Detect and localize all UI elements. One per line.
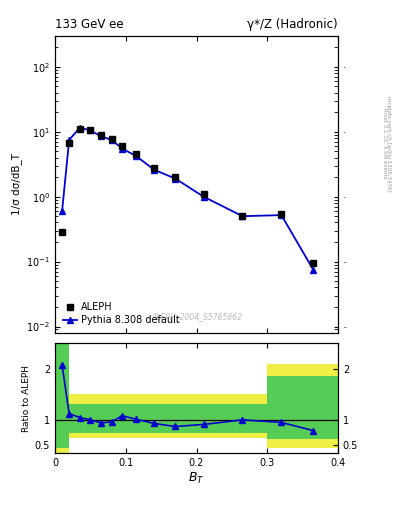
- Text: 133 GeV ee: 133 GeV ee: [55, 18, 124, 31]
- ALEPH: [60, 228, 64, 234]
- Line: ALEPH: ALEPH: [59, 126, 316, 266]
- X-axis label: $B_T$: $B_T$: [188, 471, 205, 486]
- Pythia 8.308 default: [120, 145, 125, 152]
- Pythia 8.308 default: [173, 176, 178, 182]
- ALEPH: [99, 132, 103, 138]
- Pythia 8.308 default: [201, 194, 206, 200]
- Legend: ALEPH, Pythia 8.308 default: ALEPH, Pythia 8.308 default: [60, 299, 183, 328]
- ALEPH: [120, 143, 125, 149]
- ALEPH: [77, 126, 82, 132]
- ALEPH: [134, 151, 139, 157]
- Line: Pythia 8.308 default: Pythia 8.308 default: [59, 125, 316, 273]
- Pythia 8.308 default: [99, 133, 103, 139]
- Pythia 8.308 default: [77, 125, 82, 131]
- ALEPH: [311, 260, 316, 266]
- ALEPH: [67, 140, 72, 146]
- Pythia 8.308 default: [134, 153, 139, 159]
- Pythia 8.308 default: [109, 137, 114, 143]
- Pythia 8.308 default: [311, 267, 316, 273]
- ALEPH: [173, 174, 178, 180]
- Text: Rivet 3.1.10, 3.5M events: Rivet 3.1.10, 3.5M events: [382, 108, 387, 179]
- ALEPH: [201, 191, 206, 197]
- Text: ALEPH_2004_S5765862: ALEPH_2004_S5765862: [151, 312, 242, 321]
- Pythia 8.308 default: [67, 137, 72, 143]
- ALEPH: [152, 164, 156, 170]
- Text: mcplots.cern.ch [arXiv:1306.3436]: mcplots.cern.ch [arXiv:1306.3436]: [386, 96, 391, 191]
- Y-axis label: Ratio to ALEPH: Ratio to ALEPH: [22, 365, 31, 432]
- Pythia 8.308 default: [279, 212, 284, 218]
- Text: γ*/Z (Hadronic): γ*/Z (Hadronic): [247, 18, 338, 31]
- Y-axis label: 1/σ dσ/dB_T: 1/σ dσ/dB_T: [11, 153, 22, 216]
- ALEPH: [240, 213, 245, 219]
- ALEPH: [88, 127, 93, 134]
- Pythia 8.308 default: [240, 213, 245, 219]
- ALEPH: [109, 136, 114, 142]
- Pythia 8.308 default: [60, 208, 64, 214]
- Pythia 8.308 default: [88, 127, 93, 134]
- ALEPH: [279, 210, 284, 217]
- Pythia 8.308 default: [152, 166, 156, 173]
